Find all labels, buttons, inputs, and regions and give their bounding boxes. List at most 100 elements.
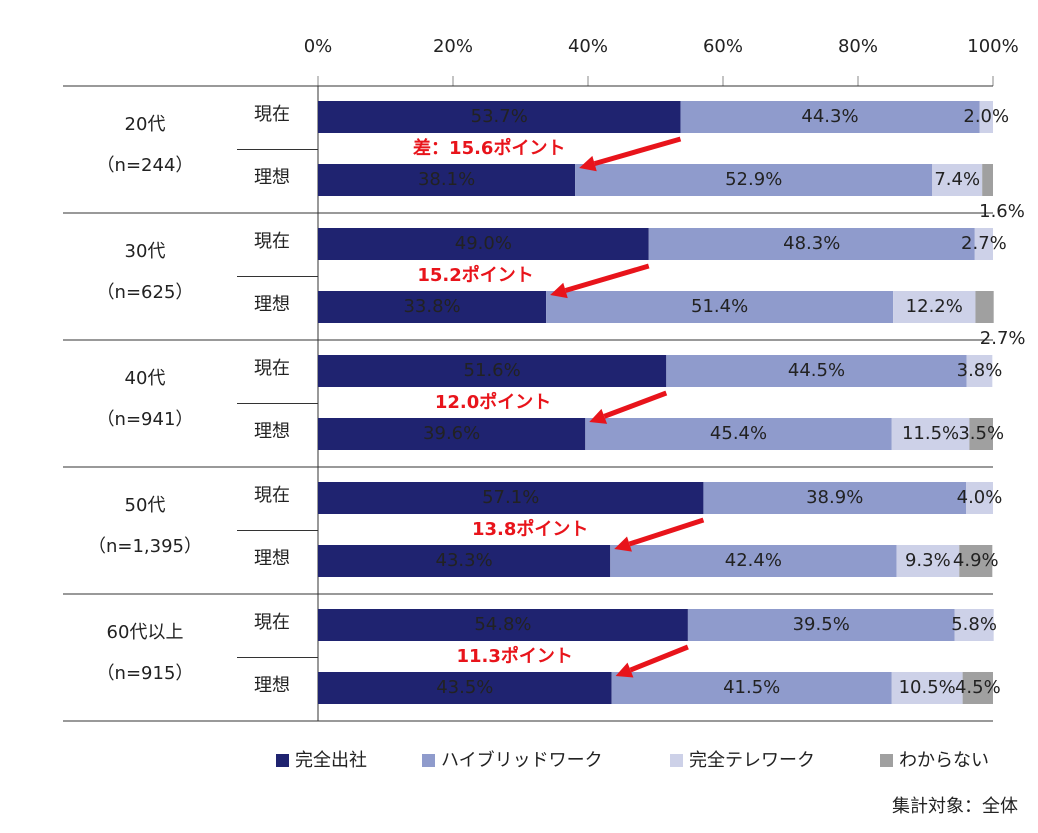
- value-label: 51.4%: [691, 296, 748, 317]
- value-label: 51.6%: [464, 360, 521, 381]
- value-label: 39.6%: [423, 423, 480, 444]
- bar-segment: [966, 482, 993, 514]
- bar-segment: [687, 609, 955, 641]
- row-label: 理想: [254, 675, 290, 696]
- value-label: 49.0%: [455, 233, 512, 254]
- value-label: 38.1%: [418, 169, 475, 190]
- group-sample: （n=1,395）: [88, 536, 202, 557]
- value-label: 10.5%: [899, 677, 956, 698]
- legend-label: 完全出社: [295, 750, 367, 771]
- annotation-arrow: [564, 263, 650, 293]
- bar-segment: [891, 418, 970, 450]
- group-sample: （n=941）: [97, 409, 194, 430]
- bar-segment: [610, 545, 897, 577]
- annotation-arrow: [593, 136, 682, 166]
- row-label: 理想: [254, 294, 290, 315]
- value-label: 1.6%: [979, 201, 1025, 222]
- value-label: 2.7%: [961, 233, 1007, 254]
- bar-segment: [959, 545, 993, 577]
- annotation-arrowhead: [579, 155, 597, 172]
- annotation-arrowhead: [589, 408, 608, 424]
- value-label: 2.7%: [980, 328, 1026, 349]
- value-label: 4.5%: [955, 677, 1001, 698]
- legend-swatch: [880, 754, 893, 767]
- bar-segment: [896, 545, 960, 577]
- value-label: 41.5%: [723, 677, 780, 698]
- group-label: 20代: [125, 114, 166, 135]
- x-tick-label: 100%: [967, 36, 1018, 57]
- x-tick-label: 20%: [433, 36, 473, 57]
- value-label: 3.8%: [957, 360, 1003, 381]
- value-label: 43.5%: [436, 677, 493, 698]
- group-label: 40代: [125, 368, 166, 389]
- bar-segment: [954, 609, 994, 641]
- value-label: 44.5%: [788, 360, 845, 381]
- bar-segment: [575, 164, 933, 196]
- annotation: 差：15.6ポイント: [413, 137, 565, 159]
- group-sample: （n=244）: [97, 155, 194, 176]
- group-label: 60代以上: [107, 622, 184, 643]
- value-label: 7.4%: [934, 169, 980, 190]
- value-label: 54.8%: [474, 614, 531, 635]
- row-label: 現在: [254, 231, 290, 252]
- value-label: 12.2%: [906, 296, 963, 317]
- group-label: 50代: [125, 495, 166, 516]
- legend-swatch: [670, 754, 683, 767]
- legend-label: ハイブリッドワーク: [441, 749, 603, 771]
- bar-segment: [318, 228, 649, 260]
- bar-segment: [982, 164, 993, 196]
- bar-segment: [318, 164, 576, 196]
- value-label: 43.3%: [436, 550, 493, 571]
- group-label: 30代: [125, 241, 166, 262]
- row-label: 理想: [254, 421, 290, 442]
- value-label: 44.3%: [801, 106, 858, 127]
- value-label: 48.3%: [783, 233, 840, 254]
- legend-label: わからない: [899, 750, 989, 771]
- bar-segment: [318, 101, 681, 133]
- annotation-arrow: [629, 644, 689, 673]
- bar-segment: [318, 672, 612, 704]
- x-tick-label: 0%: [304, 36, 333, 57]
- row-label: 現在: [254, 358, 290, 379]
- value-label: 38.9%: [806, 487, 863, 508]
- annotation: 13.8ポイント: [472, 518, 588, 540]
- legend-label: 完全テレワーク: [689, 750, 815, 771]
- bar-segment: [975, 291, 994, 323]
- value-label: 4.9%: [953, 550, 999, 571]
- value-label: 42.4%: [725, 550, 782, 571]
- row-label: 現在: [254, 612, 290, 633]
- annotation: 12.0ポイント: [435, 391, 551, 413]
- bar-segment: [318, 482, 704, 514]
- annotation-arrowhead: [615, 662, 634, 678]
- bar-segment: [318, 355, 667, 387]
- x-tick-label: 60%: [703, 36, 743, 57]
- annotation: 11.3ポイント: [456, 645, 572, 667]
- value-label: 57.1%: [482, 487, 539, 508]
- bar-segment: [974, 228, 993, 260]
- bar-segment: [703, 482, 966, 514]
- bar-segment: [680, 101, 980, 133]
- annotation-arrowhead: [614, 536, 632, 552]
- row-label: 現在: [254, 485, 290, 506]
- bar-segment: [318, 418, 586, 450]
- row-label: 理想: [254, 167, 290, 188]
- note: 集計対象：全体: [892, 796, 1018, 817]
- value-label: 9.3%: [905, 550, 951, 571]
- value-label: 39.5%: [793, 614, 850, 635]
- value-label: 3.5%: [958, 423, 1004, 444]
- value-label: 4.0%: [957, 487, 1003, 508]
- value-label: 5.8%: [951, 614, 997, 635]
- bar-segment: [893, 291, 976, 323]
- value-label: 53.7%: [471, 106, 528, 127]
- row-label: 現在: [254, 104, 290, 125]
- row-label: 理想: [254, 548, 290, 569]
- value-label: 33.8%: [403, 296, 460, 317]
- legend-swatch: [276, 754, 289, 767]
- bar-segment: [648, 228, 975, 260]
- bar-segment: [891, 672, 963, 704]
- bar-segment: [611, 672, 892, 704]
- annotation-arrow: [603, 390, 668, 419]
- bar-segment: [962, 672, 993, 704]
- group-sample: （n=915）: [97, 663, 194, 684]
- bar-segment: [318, 291, 547, 323]
